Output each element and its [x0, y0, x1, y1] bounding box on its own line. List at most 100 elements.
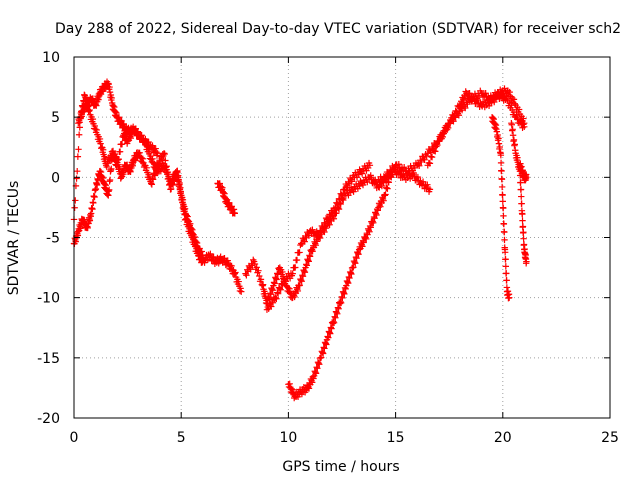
data-point	[145, 138, 152, 146]
data-point	[330, 215, 338, 222]
data-point	[151, 172, 159, 179]
data-point	[301, 238, 308, 245]
data-point	[103, 163, 111, 171]
data-point	[497, 151, 505, 159]
data-point	[474, 96, 482, 104]
axis-ticks	[73, 56, 611, 419]
data-point	[353, 254, 360, 262]
data-point	[372, 210, 380, 217]
data-point	[415, 162, 423, 169]
data-point	[385, 172, 393, 179]
data-point	[152, 166, 159, 173]
data-point	[440, 130, 448, 137]
data-point	[253, 264, 260, 271]
data-point	[306, 252, 313, 259]
data-point	[382, 174, 390, 181]
data-point	[267, 291, 275, 298]
data-point	[371, 215, 378, 222]
data-point	[437, 134, 444, 141]
x-tick-label: 0	[70, 430, 79, 446]
data-point	[118, 140, 126, 148]
data-point	[326, 329, 333, 336]
satellite-track-12	[516, 160, 530, 184]
data-point	[276, 285, 284, 292]
data-point	[293, 256, 301, 264]
data-point	[378, 182, 386, 190]
data-point	[400, 164, 408, 171]
data-point	[373, 211, 380, 219]
data-point	[78, 113, 85, 120]
data-point	[169, 180, 176, 188]
data-point	[71, 204, 78, 211]
data-point	[424, 181, 431, 188]
data-point	[503, 270, 510, 277]
y-tick-label: -5	[46, 231, 60, 247]
data-point	[345, 279, 352, 287]
data-point	[152, 145, 159, 152]
data-point	[161, 150, 168, 158]
data-point	[231, 210, 238, 217]
data-point	[455, 112, 463, 119]
data-point	[237, 285, 244, 292]
data-point	[380, 197, 387, 204]
data-point	[272, 294, 279, 301]
data-point	[509, 126, 516, 133]
data-point	[96, 135, 104, 143]
data-point	[286, 289, 294, 297]
data-point	[84, 224, 91, 232]
data-point	[269, 299, 277, 306]
data-point	[138, 154, 145, 162]
data-point	[312, 369, 319, 376]
data-point	[442, 125, 450, 132]
data-point	[370, 219, 377, 227]
satellite-track-6	[263, 159, 374, 313]
data-point	[315, 360, 322, 367]
data-point	[366, 228, 373, 235]
data-point	[382, 191, 389, 198]
data-point	[316, 227, 324, 234]
data-point	[519, 217, 526, 224]
data-point	[303, 262, 311, 269]
data-point	[265, 295, 273, 302]
data-point	[466, 90, 473, 97]
data-point	[74, 153, 82, 160]
data-point	[296, 282, 303, 289]
data-point	[77, 225, 84, 232]
data-point	[498, 183, 506, 191]
data-point	[268, 286, 276, 293]
data-point	[330, 319, 338, 327]
data-point	[510, 96, 518, 103]
data-point	[520, 115, 527, 122]
data-point	[232, 269, 239, 276]
data-point	[517, 179, 524, 186]
x-tick-label: 25	[601, 430, 619, 446]
data-point	[235, 278, 242, 285]
data-point	[518, 200, 525, 207]
data-point	[438, 135, 445, 142]
data-points	[70, 78, 530, 402]
data-point	[327, 324, 335, 331]
x-axis-label: GPS time / hours	[282, 459, 399, 475]
data-point	[294, 287, 302, 295]
x-tick-label: 5	[177, 430, 186, 446]
data-point	[337, 298, 344, 306]
data-point	[298, 278, 305, 285]
data-point	[369, 218, 376, 225]
data-point	[421, 156, 428, 163]
data-point	[519, 223, 527, 230]
data-point	[363, 235, 370, 243]
data-point	[515, 106, 523, 113]
data-point	[335, 195, 343, 202]
data-point	[452, 114, 459, 121]
data-point	[348, 178, 356, 185]
data-point	[162, 163, 170, 171]
data-point	[153, 167, 160, 174]
data-point	[428, 153, 436, 161]
data-point	[513, 112, 520, 119]
y-tick-label: -10	[37, 291, 60, 307]
data-point	[169, 181, 177, 189]
data-point	[336, 196, 344, 204]
data-point	[330, 318, 337, 325]
data-point	[86, 106, 93, 114]
